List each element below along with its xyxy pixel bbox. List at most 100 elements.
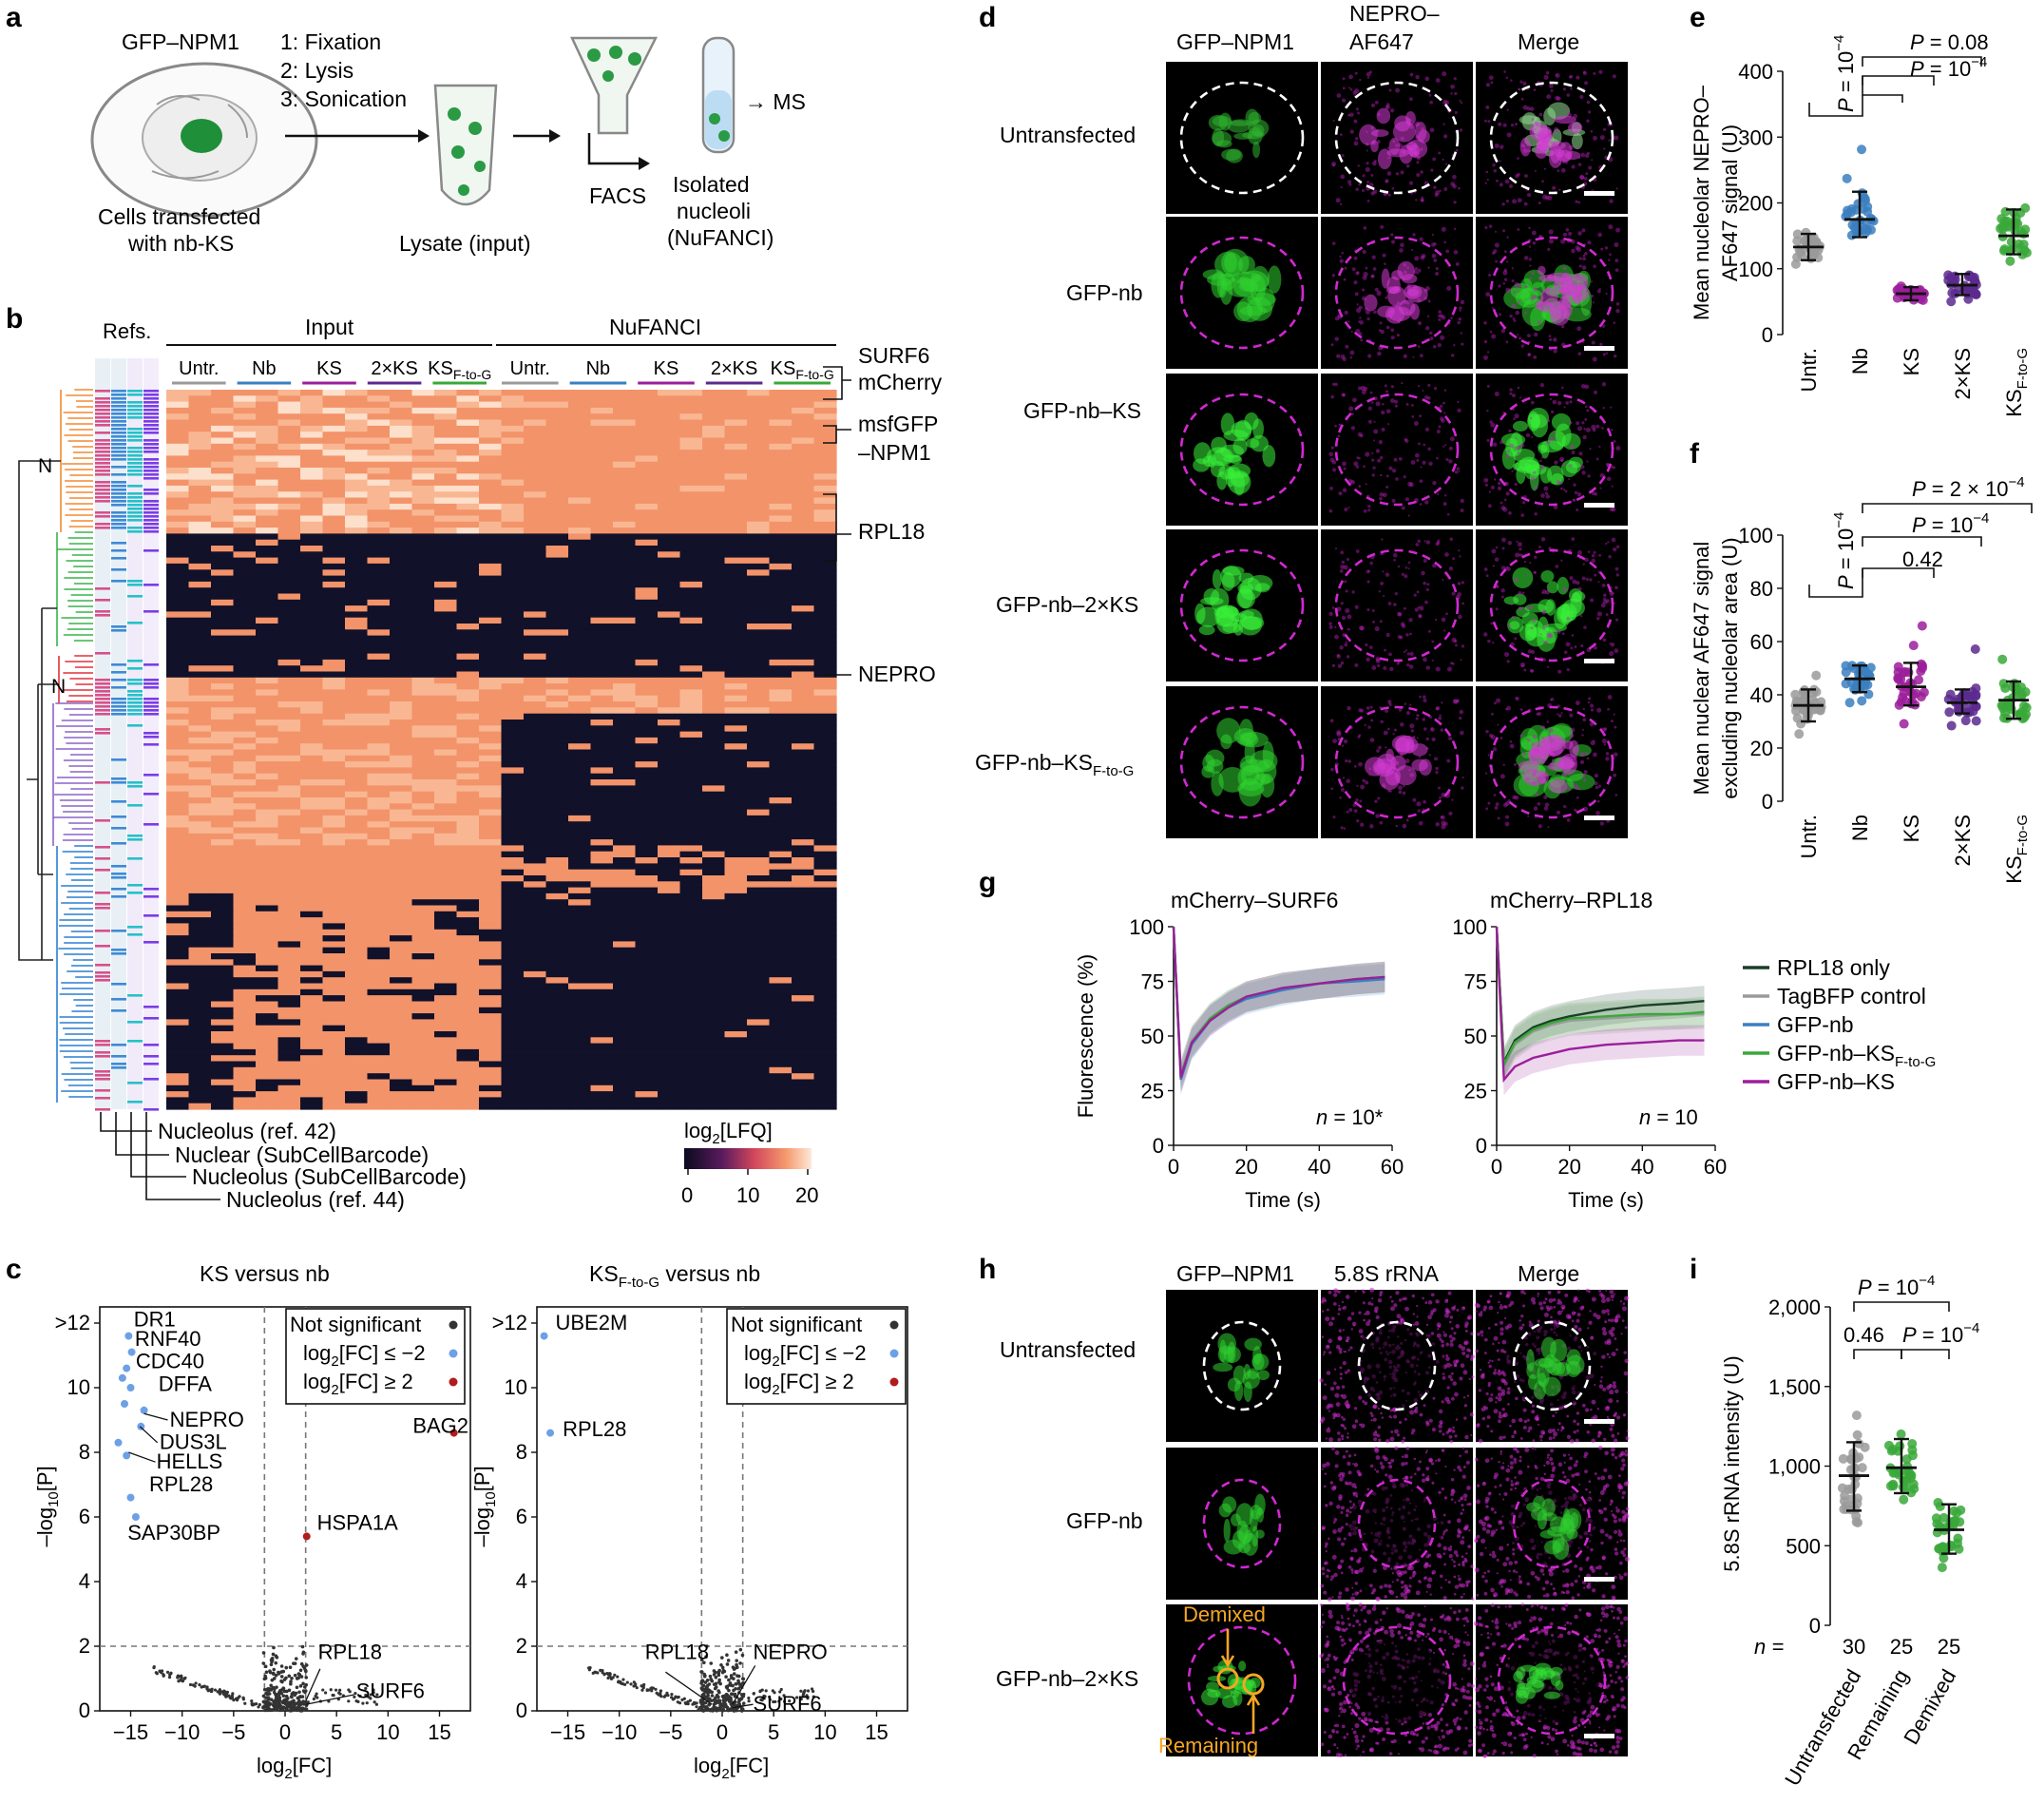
col-merge: Merge	[1518, 29, 1579, 54]
volcano-xtick: −15	[550, 1720, 585, 1744]
xtick: 60	[1704, 1155, 1727, 1179]
frap-ylabel: Fluorescence (%)	[1074, 954, 1098, 1118]
micrograph-tile	[1321, 374, 1473, 526]
condition-label: 2×KS	[371, 358, 417, 379]
data-point	[1815, 704, 1825, 715]
ylabel: Mean nuclear AF647 signal	[1690, 542, 1713, 796]
volcano-xtick: −10	[164, 1720, 200, 1744]
cell-title: GFP–NPM1	[122, 29, 239, 54]
data-point	[2017, 714, 2028, 724]
volcano-xtick: 10	[813, 1720, 836, 1744]
volcano-left: >12 10 8 6 4 2 0 −15 −10 −5 0 5 10 15 log2[FC] –log10[P…	[33, 1306, 471, 1782]
data-point	[1917, 621, 1927, 631]
data-point	[1857, 1463, 1867, 1473]
panel-d-micrographs: GFP–NPM1 NEPRO– AF647 Merge Untransfecte…	[975, 1, 1628, 838]
volcano-ytick: 2	[516, 1634, 527, 1658]
p-value: P = 10−4	[1910, 54, 1987, 81]
colorbar-gradient	[684, 1148, 812, 1169]
ytick: 50	[1464, 1025, 1487, 1048]
p-value: P = 10−4	[1858, 1273, 1935, 1299]
legend-gfp-nb: GFP-nb	[1777, 1012, 1854, 1037]
frap-series	[1172, 926, 1385, 1079]
data-point	[1893, 674, 1903, 684]
ms-label: → MS	[745, 89, 806, 114]
ytick: 20	[1750, 737, 1773, 760]
volcano-right: >12 10 8 6 4 2 0 −15 −10 −5 0 5 10 15 log2[FC] –log10[P…	[470, 1306, 908, 1782]
category-label: Nb	[1848, 348, 1872, 374]
frap-legend: RPL18 only TagBFP control GFP-nb GFP-nb–…	[1743, 955, 1936, 1094]
volcano-xtick: 15	[428, 1720, 450, 1744]
xlabel: Time (s)	[1245, 1188, 1321, 1212]
label-nepro: NEPRO	[858, 662, 936, 686]
data-point	[1998, 713, 2009, 723]
ytick: 0	[1762, 323, 1773, 347]
group-input: Input	[305, 315, 354, 339]
isolated-label-3: (NuFANCI)	[667, 225, 774, 250]
ylabel: Mean nucleolar NEPRO–	[1690, 85, 1713, 320]
dendrogram	[18, 389, 93, 1103]
reference-annotation-bars	[95, 390, 159, 1111]
data-point	[1851, 1411, 1862, 1421]
data-point	[1956, 1505, 1966, 1515]
step-3: 3: Sonication	[280, 86, 407, 111]
ytick: 300	[1738, 125, 1773, 149]
volcano-ytick: >12	[492, 1311, 527, 1334]
ytick: 50	[1141, 1025, 1164, 1048]
data-point	[1794, 729, 1805, 739]
panel-c-volcano: KS versus nb KSF-to-G versus nb >12 10 8 6 4…	[33, 1261, 908, 1782]
colorbar-tick-10: 10	[736, 1183, 759, 1207]
cell-caption-1: Cells transfected	[98, 204, 260, 229]
gene-label: RPL18	[318, 1641, 382, 1664]
ytick: 100	[1452, 915, 1487, 939]
data-point	[1953, 1533, 1963, 1544]
legend-rpl18-only: RPL18 only	[1777, 955, 1890, 980]
data-point	[1790, 705, 1801, 716]
data-point	[1838, 1453, 1848, 1464]
data-point	[1852, 1430, 1863, 1440]
reference-legend: Nucleolus (ref. 42) Nuclear (SubCellBarc…	[100, 1112, 467, 1212]
ytick: 75	[1464, 970, 1487, 994]
colorbar: log2[LFQ] 0 10 20	[681, 1119, 818, 1207]
ref-legend-2: Nuclear (SubCellBarcode)	[175, 1142, 429, 1167]
data-point	[1792, 236, 1803, 246]
gene-label: NEPRO	[754, 1641, 828, 1664]
data-point	[1971, 716, 1981, 726]
panel-g-frap: mCherry–SURF6 mCherry–RPL18 0 25 50 75 100 0 2…	[1074, 888, 1936, 1212]
step-2: 2: Lysis	[280, 58, 353, 83]
frap-right-title: mCherry–RPL18	[1490, 888, 1652, 912]
n-label: n = 10	[1639, 1105, 1698, 1129]
data-point	[2017, 249, 2028, 259]
p-value: P = 2 × 10−4	[1912, 474, 2025, 501]
data-point	[1939, 1553, 1949, 1564]
facs-label: FACS	[589, 183, 646, 208]
category-label: Untransfected	[1780, 1665, 1865, 1790]
ytick: 25	[1464, 1080, 1487, 1104]
category-label: Nb	[1848, 815, 1872, 841]
gene-label: HSPA1A	[317, 1511, 399, 1535]
ytick: 0	[1762, 790, 1773, 814]
gene-label: HELLS	[157, 1449, 223, 1473]
ytick: 1,000	[1768, 1455, 1821, 1479]
h-col-gfp: GFP–NPM1	[1176, 1261, 1294, 1286]
volcano-xtick: 10	[376, 1720, 399, 1744]
row-gfp-nb-ks: GFP-nb–KS	[1023, 398, 1141, 423]
volcano-legend	[726, 1308, 907, 1405]
frap-left-title: mCherry–SURF6	[1171, 888, 1338, 912]
panel-h-micrographs: GFP–NPM1 5.8S rRNA Merge Untransfected G…	[996, 1261, 1630, 1758]
gene-label: RPL18	[645, 1641, 709, 1664]
col-nepro-1: NEPRO–	[1349, 1, 1440, 26]
category-label: KSF-to-G	[2002, 815, 2031, 884]
n-value: 30	[1843, 1635, 1865, 1659]
volcano-xtick: 15	[865, 1720, 888, 1744]
ref-legend-3: Nucleolus (SubCellBarcode)	[192, 1164, 467, 1189]
panel-label-c: c	[6, 1254, 22, 1285]
label-rpl18: RPL18	[858, 519, 925, 544]
volcano-ytick: 8	[516, 1440, 527, 1464]
data-point	[1888, 1481, 1899, 1491]
condition-label: KSF-to-G	[428, 358, 491, 382]
data-point	[1906, 1487, 1917, 1498]
n-value: 25	[1938, 1635, 1960, 1659]
data-point	[2002, 701, 2013, 712]
volcano-ytick: 10	[505, 1375, 527, 1399]
